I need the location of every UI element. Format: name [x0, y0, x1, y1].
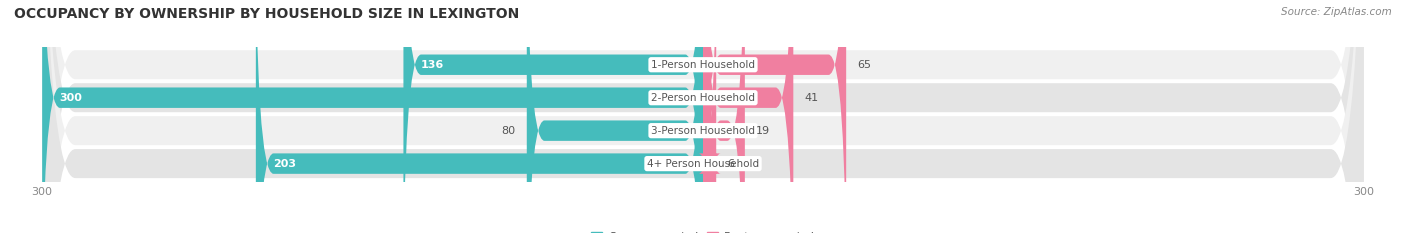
FancyBboxPatch shape	[42, 0, 1364, 233]
FancyBboxPatch shape	[42, 0, 1364, 233]
FancyBboxPatch shape	[256, 0, 703, 233]
Text: 2-Person Household: 2-Person Household	[651, 93, 755, 103]
Text: 65: 65	[858, 60, 872, 70]
FancyBboxPatch shape	[42, 0, 1364, 233]
FancyBboxPatch shape	[42, 0, 703, 233]
Text: OCCUPANCY BY OWNERSHIP BY HOUSEHOLD SIZE IN LEXINGTON: OCCUPANCY BY OWNERSHIP BY HOUSEHOLD SIZE…	[14, 7, 519, 21]
FancyBboxPatch shape	[703, 0, 793, 233]
FancyBboxPatch shape	[404, 0, 703, 233]
FancyBboxPatch shape	[703, 0, 846, 233]
FancyBboxPatch shape	[703, 0, 745, 233]
FancyBboxPatch shape	[42, 0, 1364, 233]
FancyBboxPatch shape	[527, 0, 703, 233]
Text: 6: 6	[727, 159, 734, 169]
FancyBboxPatch shape	[699, 0, 721, 233]
Text: 19: 19	[756, 126, 770, 136]
Text: 136: 136	[420, 60, 444, 70]
Text: 1-Person Household: 1-Person Household	[651, 60, 755, 70]
Text: 80: 80	[502, 126, 516, 136]
Text: 3-Person Household: 3-Person Household	[651, 126, 755, 136]
Text: Source: ZipAtlas.com: Source: ZipAtlas.com	[1281, 7, 1392, 17]
Text: 300: 300	[60, 93, 83, 103]
Text: 4+ Person Household: 4+ Person Household	[647, 159, 759, 169]
Text: 203: 203	[273, 159, 297, 169]
Text: 41: 41	[804, 93, 818, 103]
Legend: Owner-occupied, Renter-occupied: Owner-occupied, Renter-occupied	[586, 227, 820, 233]
